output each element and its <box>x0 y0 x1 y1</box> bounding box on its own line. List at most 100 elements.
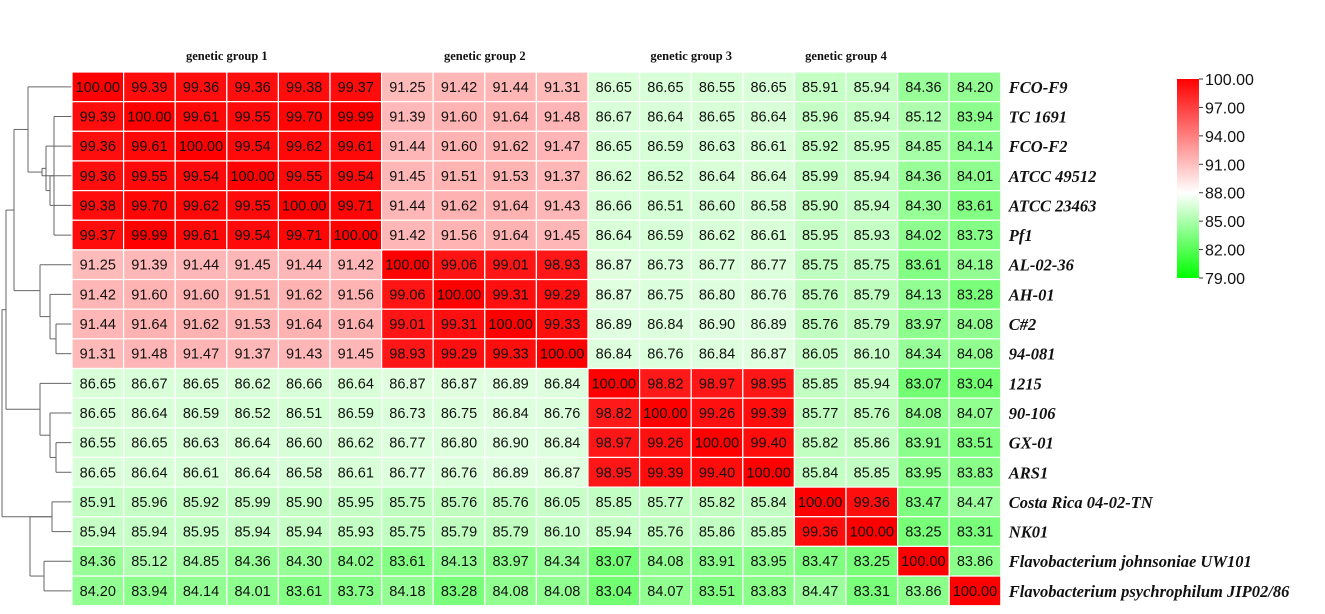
heatmap-cell <box>329 190 383 221</box>
cell-value-label: 86.62 <box>234 376 270 392</box>
heatmap-cell <box>535 427 589 459</box>
cell-value-label: 83.61 <box>286 584 322 600</box>
cell-value-label: 86.65 <box>80 465 116 481</box>
cell-value-label: 99.71 <box>338 198 374 214</box>
heatmap-cell <box>535 486 589 518</box>
cell-value-label: 91.48 <box>544 109 580 125</box>
cell-value-label: 86.76 <box>647 347 683 363</box>
cell-value-label: 83.73 <box>338 584 374 600</box>
cell-value-label: 99.36 <box>80 169 116 185</box>
heatmap-cell <box>432 486 486 518</box>
cell-value-label: 83.86 <box>905 584 941 600</box>
cell-value-label: 86.59 <box>647 228 683 244</box>
heatmap-cell <box>71 130 125 162</box>
cell-value-label: 83.97 <box>492 554 528 570</box>
cell-value-label: 91.51 <box>234 287 270 303</box>
heatmap-cell <box>122 427 176 459</box>
cell-value-label: 85.84 <box>802 465 838 481</box>
heatmap-cell <box>948 367 1002 399</box>
cell-value-label: 83.94 <box>131 584 167 600</box>
cell-value-label: 86.66 <box>596 198 632 214</box>
heatmap-cell <box>948 427 1002 459</box>
cell-value-label: 99.55 <box>234 198 270 214</box>
strain-label: 1215 <box>1009 374 1042 393</box>
cell-value-label: 100.00 <box>798 495 842 511</box>
heatmap-cell <box>896 545 950 577</box>
heatmap-cell <box>742 130 795 162</box>
heatmap-cell <box>793 101 847 132</box>
strain-label: ATCC 49512 <box>1008 167 1097 186</box>
cell-value-label: 84.02 <box>905 228 941 244</box>
cell-value-label: 91.64 <box>286 317 322 333</box>
heatmap-cell <box>122 190 176 221</box>
cell-value-label: 100.00 <box>850 525 894 541</box>
heatmap-cell <box>329 486 383 518</box>
heatmap-cell <box>742 249 795 281</box>
cell-value-label: 91.44 <box>286 258 322 274</box>
heatmap-cell <box>638 338 692 370</box>
cell-value-label: 86.89 <box>596 317 632 333</box>
cell-value-label: 99.54 <box>234 228 270 244</box>
cell-value-label: 91.62 <box>286 287 322 303</box>
heatmap-cell <box>226 219 280 251</box>
legend-tick-label: 85.00 <box>1205 214 1245 231</box>
heatmap-cell <box>793 456 847 488</box>
heatmap-cell <box>432 575 486 607</box>
heatmap-cell <box>587 71 641 103</box>
cell-value-label: 85.93 <box>854 228 890 244</box>
cell-value-label: 86.64 <box>234 465 270 481</box>
cell-value-label: 91.60 <box>441 139 477 155</box>
heatmap-cell <box>587 516 641 547</box>
cell-value-label: 85.96 <box>131 495 167 511</box>
cell-value-label: 85.99 <box>234 495 270 511</box>
cell-value-label: 85.77 <box>802 406 838 422</box>
heatmap-cell <box>71 71 125 103</box>
heatmap-cell <box>845 367 899 399</box>
color-scale-legend: 100.00 97.00 94.00 91.00 88.00 85.00 82.00 79.0… <box>1177 72 1254 288</box>
cell-value-label: 85.85 <box>750 525 786 541</box>
cell-value-label: 91.64 <box>492 198 528 214</box>
cell-value-label: 86.64 <box>596 228 632 244</box>
cell-value-label: 86.10 <box>854 347 890 363</box>
cell-value-label: 86.64 <box>338 376 374 392</box>
cell-value-label: 100.00 <box>385 258 429 274</box>
cell-value-label: 83.83 <box>957 465 993 481</box>
cell-value-label: 99.37 <box>338 80 374 96</box>
cell-value-label: 99.62 <box>286 139 322 155</box>
cell-value-label: 84.36 <box>234 554 270 570</box>
heatmap-cell <box>587 219 641 251</box>
heatmap-cell <box>793 278 847 310</box>
strain-label: C#2 <box>1009 315 1037 334</box>
cell-value-label: 86.76 <box>441 465 477 481</box>
heatmap-cell <box>587 367 641 399</box>
heatmap-cell <box>174 486 228 518</box>
cell-value-label: 85.86 <box>854 436 890 452</box>
heatmap-cell <box>690 160 744 192</box>
heatmap-cell <box>690 71 744 103</box>
heatmap-cell <box>638 160 692 192</box>
heatmap-cell <box>277 397 331 429</box>
cell-value-label: 84.14 <box>957 139 993 155</box>
heatmap-cell <box>793 130 847 162</box>
cell-value-label: 83.25 <box>854 554 890 570</box>
cell-value-label: 99.40 <box>699 465 735 481</box>
heatmap-cell <box>690 486 744 518</box>
heatmap-cell <box>432 249 486 281</box>
heatmap-cell <box>742 367 795 399</box>
cell-value-label: 85.75 <box>389 525 425 541</box>
cell-value-label: 91.42 <box>389 228 425 244</box>
heatmap-cell <box>535 130 589 162</box>
cell-value-label: 84.08 <box>647 554 683 570</box>
cell-value-label: 100.00 <box>695 436 739 452</box>
heatmap-cell <box>587 575 641 607</box>
heatmap-cell <box>948 71 1002 103</box>
heatmap-cell <box>71 427 125 459</box>
heatmap-cell <box>329 427 383 459</box>
cell-value-label: 85.82 <box>699 495 735 511</box>
cell-value-label: 91.45 <box>544 228 580 244</box>
cell-value-label: 85.94 <box>854 109 890 125</box>
cell-value-label: 83.61 <box>957 198 993 214</box>
cell-value-label: 85.82 <box>802 436 838 452</box>
cell-value-label: 83.07 <box>905 376 941 392</box>
cell-value-label: 86.05 <box>544 495 580 511</box>
